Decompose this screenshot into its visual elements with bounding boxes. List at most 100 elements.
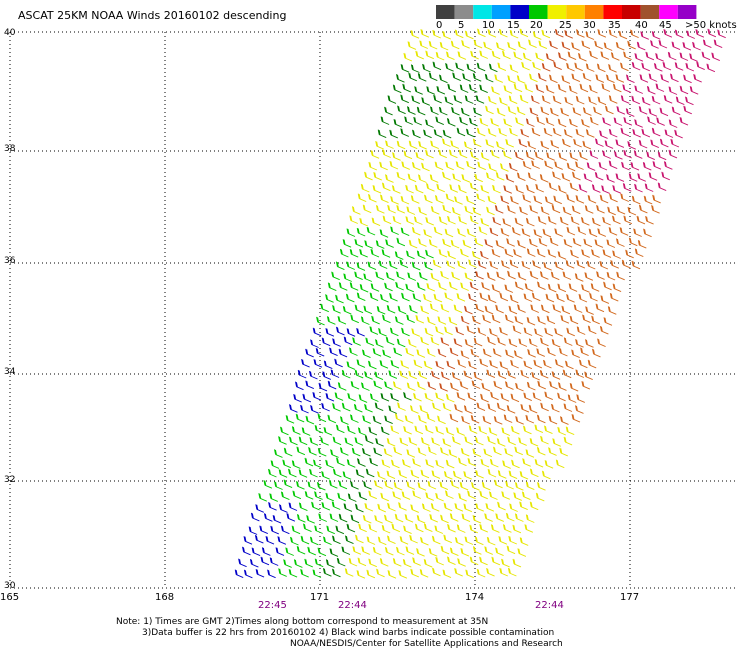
wind-barb <box>305 348 314 358</box>
wind-barb <box>507 42 516 51</box>
wind-barb <box>550 107 559 117</box>
wind-barb <box>479 292 489 302</box>
wind-barb <box>362 448 371 457</box>
wind-barb <box>663 161 673 170</box>
wind-barb <box>328 480 338 489</box>
wind-barb <box>620 193 629 202</box>
wind-barb <box>416 548 425 557</box>
wind-barb <box>651 95 661 105</box>
wind-barb <box>489 260 499 270</box>
wind-barb <box>501 491 510 500</box>
wind-barb <box>392 491 401 500</box>
wind-barb <box>485 139 495 148</box>
colorbar-swatch <box>529 5 548 19</box>
wind-barb <box>450 480 460 489</box>
wind-barb <box>336 457 345 467</box>
wind-barb <box>481 481 491 491</box>
wind-barb <box>440 337 450 346</box>
wind-barb <box>448 449 458 458</box>
wind-barb <box>472 207 482 216</box>
wind-barb <box>648 73 658 82</box>
wind-barb <box>535 492 545 502</box>
wind-barb <box>455 62 464 72</box>
wind-barb <box>282 459 291 469</box>
wind-barb <box>363 481 372 490</box>
wind-barb <box>689 86 699 95</box>
wind-barb <box>381 459 391 468</box>
wind-barb <box>648 172 658 181</box>
wind-barb <box>412 293 422 302</box>
wind-barb <box>575 369 585 378</box>
wind-barb <box>634 119 643 128</box>
wind-barb <box>421 97 430 106</box>
wind-barb <box>454 404 463 413</box>
wind-barb <box>265 536 275 545</box>
wind-barb <box>384 514 393 524</box>
wind-barb <box>354 239 364 248</box>
wind-barb <box>355 503 364 513</box>
wind-barb <box>434 195 444 204</box>
wind-barb <box>620 127 630 137</box>
wind-barb <box>519 471 529 480</box>
wind-barb <box>317 448 327 457</box>
wind-barb <box>470 415 480 424</box>
wind-barb <box>550 140 560 149</box>
wind-barb <box>425 459 434 468</box>
wind-barb <box>391 459 400 469</box>
wind-barb <box>445 63 454 72</box>
wind-barb <box>362 515 372 524</box>
wind-speed-colorbar <box>436 5 697 19</box>
wind-barb <box>388 370 398 379</box>
wind-barb <box>464 272 474 282</box>
wind-barb <box>460 350 470 359</box>
wind-barb <box>526 248 536 257</box>
wind-barb <box>346 523 356 533</box>
wind-barb <box>404 116 413 125</box>
wind-barb <box>451 372 461 381</box>
wind-barb <box>456 427 465 436</box>
wind-barb <box>362 349 371 359</box>
wind-barb <box>563 239 573 248</box>
lon-label-171: 171 <box>310 592 330 603</box>
wind-barb <box>280 525 290 535</box>
wind-barb <box>363 305 373 315</box>
wind-barb <box>447 83 456 93</box>
wind-barb <box>255 504 264 513</box>
wind-barb <box>597 29 607 38</box>
wind-barb <box>537 316 546 325</box>
wind-barb <box>401 491 411 500</box>
wind-barb <box>559 347 568 357</box>
wind-barb <box>402 83 411 93</box>
wind-barb <box>357 427 367 436</box>
wind-barb <box>370 248 380 258</box>
wind-barb <box>410 64 420 73</box>
wind-barb <box>430 140 439 150</box>
wind-barb <box>425 119 434 128</box>
wind-barb <box>496 42 505 51</box>
wind-barb <box>310 339 319 348</box>
wind-barb <box>435 392 444 402</box>
wind-barb <box>569 315 579 325</box>
wind-barb <box>610 260 619 269</box>
wind-barb <box>492 348 502 357</box>
wind-barb <box>638 106 648 115</box>
wind-barb <box>344 437 354 447</box>
wind-barb <box>519 501 528 511</box>
wind-barb <box>507 205 516 214</box>
wind-barb <box>288 468 297 478</box>
wind-barb <box>314 491 323 500</box>
wind-barb <box>616 106 626 115</box>
wind-barb <box>496 271 505 281</box>
wind-barb <box>242 546 251 556</box>
wind-barb <box>508 162 518 172</box>
wind-barb <box>438 249 448 258</box>
wind-barb <box>659 107 669 117</box>
wind-barb <box>484 305 494 315</box>
wind-barb <box>420 537 429 546</box>
wind-barb <box>596 63 606 73</box>
wind-barb <box>332 338 341 347</box>
wind-barb <box>589 292 598 302</box>
wind-barb <box>696 61 705 71</box>
wind-barb <box>523 360 533 370</box>
wind-barb <box>403 525 412 535</box>
